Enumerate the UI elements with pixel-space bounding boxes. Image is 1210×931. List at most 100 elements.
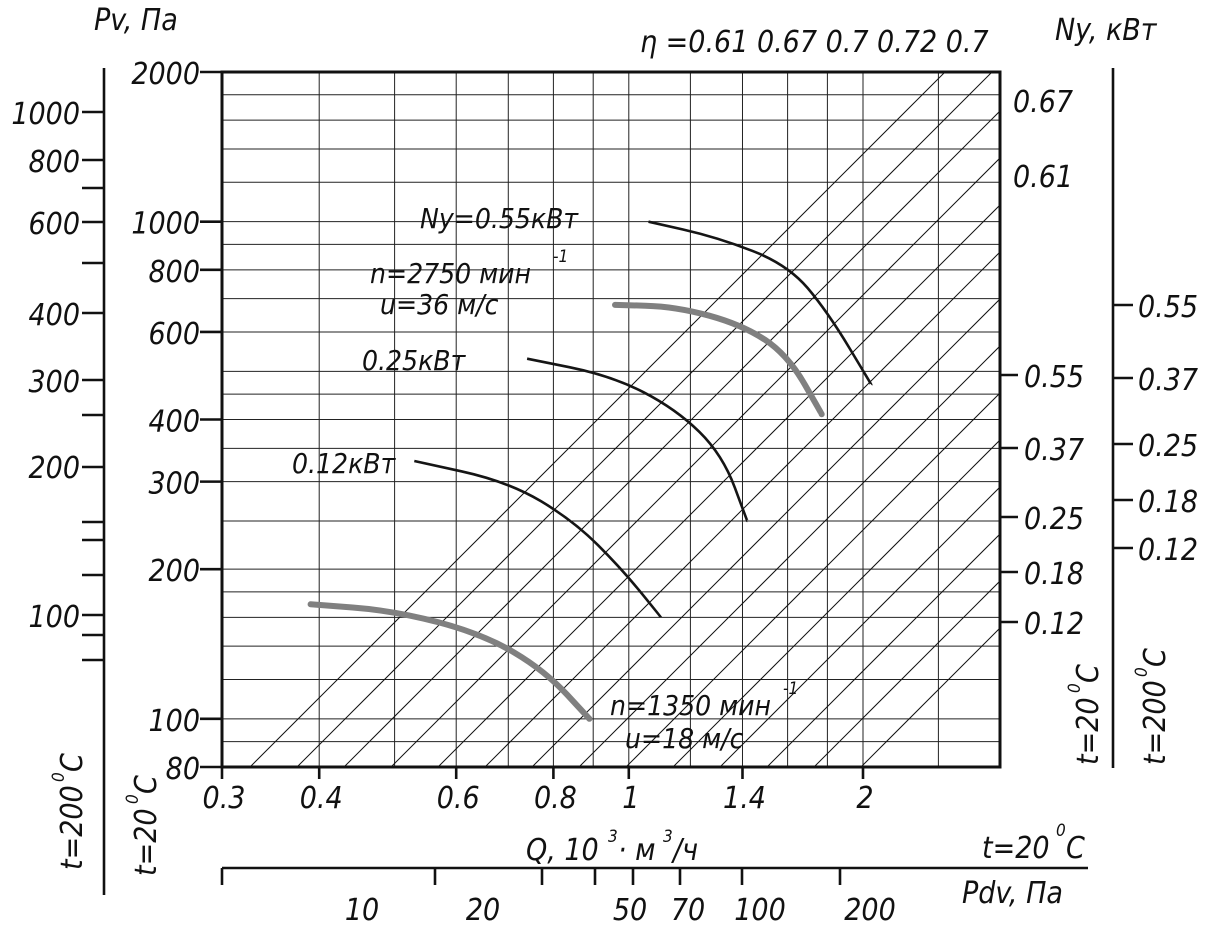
ny-outer-label: 0.55 (1138, 290, 1198, 325)
left-temp-200-unit: С (55, 753, 90, 772)
ny-outer-label: 0.18 (1138, 485, 1198, 520)
x-axis-label-mid: · м (618, 833, 656, 868)
x-tick-label: 0.3 (203, 781, 246, 816)
efficiency-header: η =0.61 0.67 0.7 0.72 0.7 (640, 25, 989, 60)
x-tick-label: 1 (622, 781, 639, 816)
x-axis-label-tail: /ч (671, 833, 698, 868)
pdv-tick-label: 70 (671, 893, 705, 928)
y-tick-label: 300 (148, 467, 200, 502)
efficiency-line (766, 533, 1000, 767)
right-temp-200-unit: С (1138, 648, 1173, 667)
pv-tick-labels: 1000 800 600 400 300 200 100 (11, 97, 80, 635)
x-tick-label: 0.4 (300, 781, 343, 816)
label-025: 0.25кВт (362, 344, 467, 377)
efficiency-line (390, 157, 1000, 767)
series-curve-0 (648, 220, 873, 386)
efficiency-line (672, 439, 1000, 767)
series-curve-4 (307, 601, 593, 722)
x-tick-label: 0.6 (437, 781, 480, 816)
right-temp-200-deg: 0 (1132, 667, 1152, 677)
ny-inner-label: 0.18 (1024, 557, 1084, 592)
pv-tick-marks (82, 110, 104, 662)
series-curve-2 (414, 459, 663, 619)
y-tick-label: 2000 (131, 57, 200, 92)
ny-outer-label: 0.25 (1138, 429, 1198, 464)
left-temp-20-deg: 0 (123, 794, 143, 804)
efficiency-line (578, 345, 1000, 767)
pdv-axis-title: Pdv, Па (962, 876, 1063, 911)
efficiency-line (437, 204, 1000, 767)
right-eta-067: 0.67 (1013, 85, 1073, 120)
ny-outer-tick-marks (1113, 303, 1133, 550)
ny-axis-title: Ny, кВт (1055, 13, 1158, 48)
efficiency-line (484, 251, 1000, 767)
y-tick-label: 200 (148, 554, 200, 589)
label-012: 0.12кВт (292, 447, 397, 480)
left-temp-20: t=20 0 С (123, 775, 164, 876)
pv-tick-label: 600 (28, 207, 80, 242)
pdv-temp-label: t=20 (982, 831, 1050, 866)
efficiency-line (343, 110, 1000, 767)
pdv-tick-label: 50 (613, 893, 647, 928)
pv-tick-label: 1000 (11, 97, 80, 132)
efficiency-line (860, 627, 1000, 767)
y-tick-label: 80 (166, 752, 200, 787)
left-temp-20-label: t=20 (129, 808, 164, 876)
right-eta-061: 0.61 (1013, 160, 1073, 195)
pdv-tick-label: 100 (734, 893, 786, 928)
pdv-temp-deg: 0 (1056, 821, 1066, 841)
label-ny-055: Ny=0.55кВт (420, 202, 579, 235)
x-tick-label: 1.4 (723, 781, 766, 816)
label-n2750-sup: -1 (553, 247, 568, 267)
ny-outer-label: 0.37 (1138, 363, 1198, 398)
right-temp-200: t=200 0 С (1132, 648, 1173, 765)
pv-tick-label: 100 (28, 600, 80, 635)
efficiency-line (531, 298, 1000, 767)
pv-tick-label: 200 (28, 451, 80, 486)
label-u18: u=18 м/с (625, 722, 744, 755)
pdv-tick-label: 10 (345, 893, 379, 928)
efficiency-line (296, 72, 993, 767)
right-temp-200-label: t=200 (1138, 680, 1173, 765)
right-temp-20: t=20 0 С (1065, 664, 1106, 765)
pv-axis-title: Pv, Па (94, 3, 178, 38)
left-temp-200-label: t=200 (55, 785, 90, 870)
right-temp-20-label: t=20 (1071, 697, 1106, 765)
y-tick-label: 600 (148, 317, 200, 352)
ny-inner-label: 0.37 (1024, 433, 1084, 468)
label-n1350-sup: -1 (783, 679, 798, 699)
left-temp-200: t=200 0 С (49, 753, 90, 870)
y-tick-label: 100 (148, 704, 200, 739)
x-tick-label: 0.8 (534, 781, 577, 816)
x-axis-label: Q, 10 (526, 833, 599, 868)
right-temp-20-deg: 0 (1065, 683, 1085, 693)
pdv-tick-label: 200 (844, 893, 896, 928)
ny-inner-label: 0.12 (1024, 607, 1084, 642)
pdv-tick-marks (220, 868, 842, 885)
label-n1350: n=1350 мин (610, 689, 771, 722)
y-tick-label: 400 (148, 405, 200, 440)
series-curve-3 (612, 301, 825, 418)
ny-inner-tick-marks (1000, 373, 1018, 624)
efficiency-line (719, 486, 1000, 767)
ny-outer-label: 0.12 (1138, 533, 1198, 568)
efficiency-line (813, 580, 1000, 767)
ny-outer-tick-labels: 0.55 0.37 0.25 0.18 0.12 (1138, 290, 1198, 568)
data-curves (307, 220, 873, 722)
efficiency-line (625, 392, 1000, 767)
ny-inner-label: 0.55 (1024, 360, 1084, 395)
pdv-tick-labels: 10 20 50 70 100 200 (345, 893, 896, 928)
left-temp-200-deg: 0 (49, 772, 69, 782)
ny-inner-label: 0.25 (1024, 502, 1084, 537)
x-tick-label: 2 (856, 781, 873, 816)
pv-tick-label: 400 (28, 298, 80, 333)
plot-grid (222, 72, 1000, 767)
efficiency-line (249, 72, 946, 767)
ny-inner-tick-labels: 0.55 0.37 0.25 0.18 0.12 (1024, 360, 1084, 642)
efficiency-lines (249, 72, 1000, 767)
x-axis-label-sup1: 3 (608, 827, 618, 847)
efficiency-diagonals (249, 72, 1000, 767)
y-tick-label: 800 (148, 255, 200, 290)
left-temp-20-unit: С (129, 775, 164, 794)
